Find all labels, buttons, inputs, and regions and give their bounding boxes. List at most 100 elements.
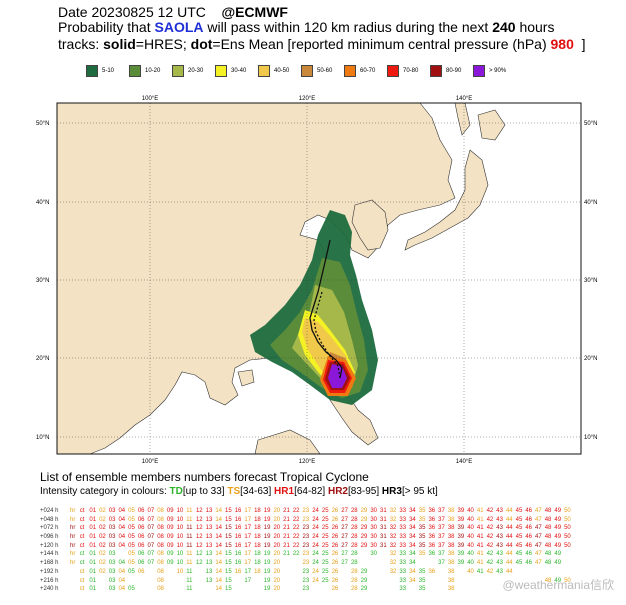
- land-korea: [351, 199, 389, 251]
- member-cell: 28: [350, 577, 358, 584]
- member-cell: 13: [205, 516, 213, 523]
- member-cell: 08: [157, 542, 164, 549]
- member-cell: 02: [99, 560, 106, 567]
- member-cell: 35: [418, 508, 426, 514]
- member-cell: 43: [496, 508, 503, 514]
- member-cell: 03: [108, 586, 116, 593]
- lat-label-right: 10°N: [584, 435, 597, 441]
- member-cell: 31: [380, 516, 387, 523]
- member-cell: 38: [447, 586, 455, 593]
- tracks-text: tracks:: [58, 36, 104, 52]
- member-cell: 03: [108, 551, 116, 558]
- member-cell: 45: [515, 525, 523, 532]
- member-cell: 27: [341, 508, 348, 514]
- member-cell: 40: [467, 534, 474, 541]
- member-cell: 26: [331, 525, 339, 532]
- member-cell: 03: [108, 508, 116, 514]
- member-cell: 25: [321, 508, 329, 514]
- member-cell: 11: [186, 525, 193, 532]
- legend-item: 50-60: [301, 64, 361, 78]
- member-cell: 04: [118, 542, 126, 549]
- header-line-date: Date 20230825 12 UTC @ECMWF: [58, 4, 288, 21]
- member-cell: 20: [273, 568, 281, 575]
- member-cell: 03: [108, 560, 116, 567]
- member-cell: 25: [321, 525, 329, 532]
- member-cell: 10: [176, 542, 184, 549]
- member-cell: 04: [118, 525, 126, 532]
- member-cell: 07: [147, 542, 155, 549]
- member-cell: 12: [195, 542, 203, 549]
- member-cell: 35: [418, 577, 426, 584]
- member-cell: hr: [70, 560, 76, 567]
- member-cell: 04: [118, 568, 126, 575]
- member-cell: 35: [418, 525, 426, 532]
- member-cell: 11: [186, 577, 193, 584]
- member-cell: 01: [89, 560, 97, 567]
- member-cell: 06: [137, 516, 145, 523]
- member-cell: 14: [215, 542, 222, 549]
- member-cell: 17: [244, 577, 252, 584]
- member-cell: 15: [225, 534, 232, 541]
- member-cell: 23: [302, 577, 310, 584]
- member-row-label: +120 h: [40, 542, 59, 549]
- member-cell: 28: [350, 516, 358, 523]
- member-cell: 09: [166, 551, 174, 558]
- member-cell: 01: [89, 577, 97, 584]
- member-cell: 32: [389, 534, 397, 541]
- member-cell: 46: [525, 525, 532, 532]
- member-cell: 12: [195, 525, 203, 532]
- member-cell: 44: [505, 542, 513, 549]
- member-cell: 30: [370, 551, 377, 558]
- member-cell: 41: [476, 534, 484, 541]
- watermark: @weathermania信欣: [502, 578, 614, 592]
- member-cell: 35: [418, 586, 426, 593]
- member-cell: 38: [447, 577, 455, 584]
- cat-ts-range: [34-63]: [240, 486, 275, 497]
- member-cell: 36: [428, 508, 436, 514]
- member-cell: 31: [380, 525, 387, 532]
- member-cell: 40: [467, 551, 474, 558]
- lat-label-right: 20°N: [584, 356, 597, 362]
- member-cell: 36: [428, 542, 436, 549]
- member-cell: 20: [273, 516, 281, 523]
- member-cell: 02: [99, 534, 106, 541]
- member-cell: hr: [70, 516, 76, 523]
- member-cell: 32: [389, 560, 397, 567]
- cat-ts: TS: [227, 486, 241, 497]
- cat-hr3-range: [> 95 kt]: [401, 486, 438, 497]
- member-cell: 47: [535, 525, 542, 532]
- member-cell: 15: [225, 586, 232, 593]
- member-cell: 28: [350, 534, 358, 541]
- legend-item: 70-80: [387, 64, 447, 78]
- member-cell: 43: [496, 551, 503, 558]
- member-cell: 48: [544, 542, 552, 549]
- member-cell: 02: [99, 568, 106, 575]
- member-cell: 02: [99, 542, 106, 549]
- cat-hr3: HR3: [381, 486, 402, 497]
- member-cell: 08: [157, 551, 164, 558]
- member-cell: 25: [321, 568, 329, 575]
- member-cell: 41: [476, 516, 484, 523]
- member-cell: 47: [535, 516, 542, 523]
- member-cell: 27: [341, 516, 348, 523]
- member-cell: 49: [554, 542, 562, 549]
- member-cell: 04: [118, 534, 126, 541]
- member-cell: 43: [496, 568, 503, 575]
- legend-label: 60-70: [360, 68, 376, 74]
- member-cell: 36: [428, 534, 436, 541]
- member-cell: 36: [428, 551, 436, 558]
- member-cell: 08: [157, 534, 164, 541]
- member-cell: 50: [564, 577, 571, 584]
- member-cell: 13: [205, 568, 213, 575]
- member-cell: 23: [302, 560, 310, 567]
- member-cell: 42: [486, 560, 494, 567]
- lat-label-left: 20°N: [36, 356, 49, 362]
- member-cell: 08: [157, 525, 164, 532]
- member-cell: 43: [496, 516, 503, 523]
- member-cell: 36: [428, 516, 436, 523]
- member-cell: 42: [486, 508, 494, 514]
- legend-swatch: [258, 65, 270, 77]
- cat-td: TD: [169, 486, 183, 497]
- member-cell: hr: [70, 551, 76, 558]
- member-cell: 11: [186, 586, 193, 593]
